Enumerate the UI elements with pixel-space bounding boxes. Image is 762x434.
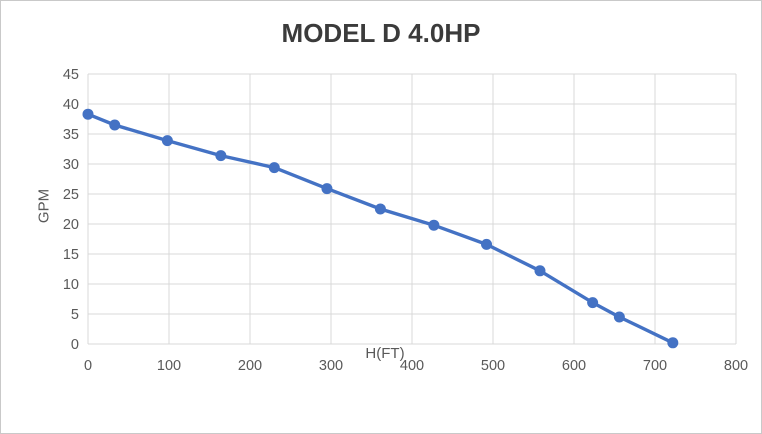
data-point-marker (534, 265, 546, 277)
data-point-marker (109, 119, 121, 131)
x-tick-label: 800 (724, 358, 748, 374)
x-axis-title: H(FT) (365, 345, 405, 362)
x-tick-label: 600 (562, 358, 586, 374)
y-tick-label: 20 (63, 217, 79, 233)
y-tick-label: 5 (71, 307, 79, 323)
data-point-marker (613, 311, 625, 323)
x-tick-label: 400 (400, 358, 424, 374)
chart-title: MODEL D 4.0HP (281, 18, 481, 48)
y-tick-label: 45 (63, 67, 79, 83)
x-tick-label: 700 (643, 358, 667, 374)
y-tick-label: 15 (63, 247, 79, 263)
data-point-marker (428, 219, 440, 231)
y-tick-label: 0 (71, 337, 79, 353)
data-point-marker (268, 162, 280, 174)
data-point-marker (215, 150, 227, 162)
y-tick-label: 40 (63, 97, 79, 113)
data-series-line (86, 112, 675, 345)
y-tick-label: 35 (63, 127, 79, 143)
data-point-marker (321, 183, 333, 195)
y-tick-label: 25 (63, 187, 79, 203)
y-tick-label: 10 (63, 277, 79, 293)
data-point-marker (481, 238, 493, 250)
x-tick-label: 0 (84, 358, 92, 374)
data-point-marker (667, 337, 679, 349)
x-tick-label: 300 (319, 358, 343, 374)
y-tick-label: 30 (63, 157, 79, 173)
data-point-marker (374, 203, 386, 215)
data-point-marker (82, 108, 94, 120)
x-tick-label: 500 (481, 358, 505, 374)
data-point-marker (587, 297, 599, 309)
x-tick-label: 200 (238, 358, 262, 374)
x-tick-label: 100 (157, 358, 181, 374)
data-point-marker (161, 135, 173, 147)
